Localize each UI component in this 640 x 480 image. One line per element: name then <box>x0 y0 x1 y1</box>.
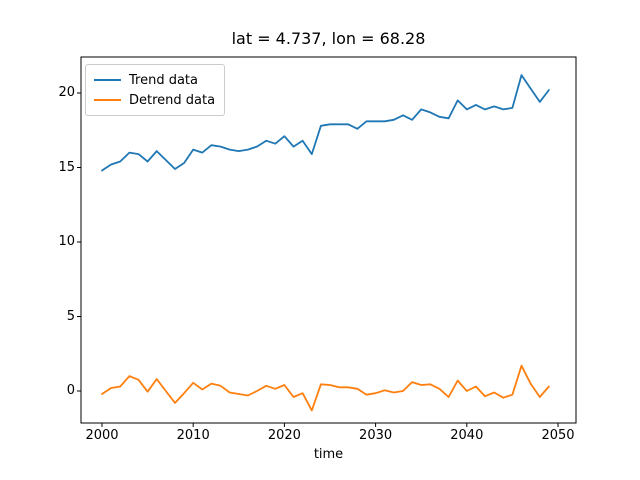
legend-label-detrend: Detrend data <box>129 92 216 108</box>
x-tick-label: 2000 <box>85 428 119 443</box>
x-tick-label: 2050 <box>541 428 575 443</box>
y-tick-label: 5 <box>66 308 75 324</box>
legend-label-trend: Trend data <box>129 72 198 88</box>
x-axis-label: time <box>313 447 344 462</box>
y-tick-label: 10 <box>58 234 75 249</box>
axes-spines <box>80 56 577 424</box>
y-tick-label: 15 <box>58 159 75 175</box>
y-tick-label: 0 <box>66 383 75 398</box>
detrend-line-sample-icon <box>94 99 121 101</box>
legend-entry-detrend: Detrend data <box>94 90 215 110</box>
x-tick-label: 2030 <box>359 428 393 443</box>
x-tick-label: 2020 <box>267 428 301 443</box>
series-line-trend <box>101 74 550 172</box>
x-tick-label: 2040 <box>450 428 484 443</box>
x-tick-label: 2010 <box>176 428 210 443</box>
chart-title: lat = 4.737, lon = 68.28 <box>231 29 426 48</box>
y-tick-label: 20 <box>58 85 75 100</box>
trend-line-sample-icon <box>94 79 121 81</box>
legend: Trend data Detrend data <box>85 64 226 116</box>
series-line-detrend <box>101 364 550 412</box>
legend-entry-trend: Trend data <box>94 70 215 90</box>
